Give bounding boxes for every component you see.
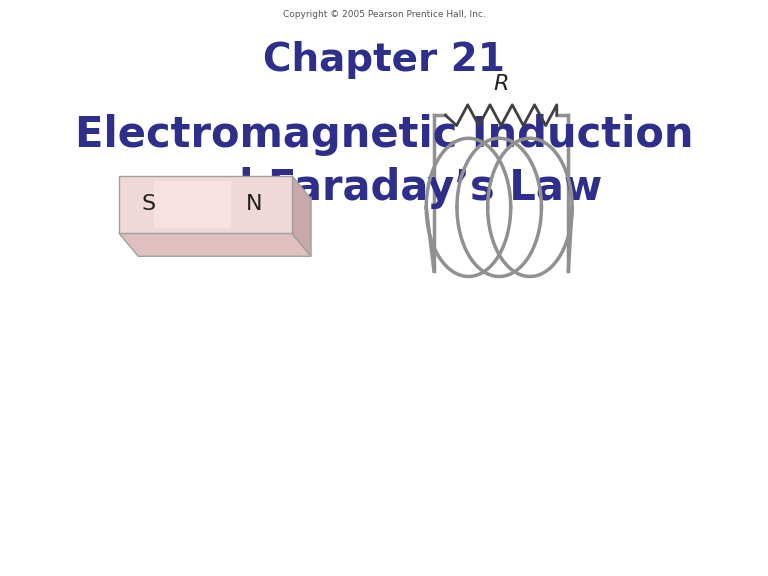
Polygon shape [119, 176, 292, 233]
Text: Electromagnetic Induction
and Faraday’s Law: Electromagnetic Induction and Faraday’s … [74, 113, 694, 209]
Polygon shape [119, 233, 311, 256]
Text: Chapter 21: Chapter 21 [263, 41, 505, 79]
Text: S: S [141, 195, 155, 214]
Text: N: N [246, 195, 262, 214]
Text: Copyright © 2005 Pearson Prentice Hall, Inc.: Copyright © 2005 Pearson Prentice Hall, … [283, 10, 485, 19]
Polygon shape [292, 176, 311, 256]
Polygon shape [154, 181, 231, 228]
Text: $R$: $R$ [494, 74, 508, 93]
